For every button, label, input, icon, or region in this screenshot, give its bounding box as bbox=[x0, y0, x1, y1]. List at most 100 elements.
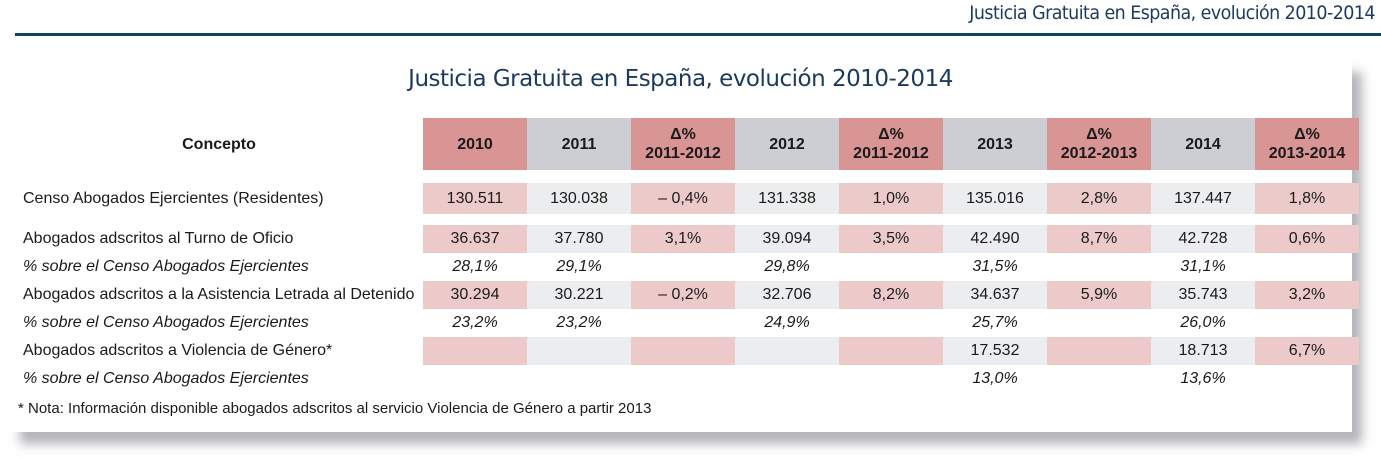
col-header-sub: 2011-2012 bbox=[645, 145, 721, 162]
table-cell bbox=[631, 365, 735, 393]
col-header-label: 2010 bbox=[457, 135, 493, 153]
table-cell: 42.728 bbox=[1151, 225, 1255, 253]
row-label: Abogados adscritos a la Asistencia Letra… bbox=[23, 286, 415, 303]
col-header-sub: 2012-2013 bbox=[1060, 145, 1138, 162]
table-row: Abogados adscritos a la Asistencia Letra… bbox=[15, 281, 1359, 309]
table-cell: 35.743 bbox=[1151, 281, 1255, 309]
table-cell: 26,0% bbox=[1180, 314, 1226, 331]
table-cell bbox=[839, 309, 943, 337]
spacer bbox=[15, 170, 1359, 183]
table-cell: 37.780 bbox=[527, 225, 631, 253]
col-header-2011: 2011 bbox=[527, 118, 631, 170]
table-row: Abogados adscritos al Turno de Oficio 36.… bbox=[15, 225, 1359, 253]
col-header-delta-2013-2014: Δ% 2013-2014 bbox=[1255, 118, 1359, 170]
col-header-label: Δ% bbox=[878, 126, 904, 143]
col-header-delta-2011-2012b: Δ% 2011-2012 bbox=[839, 118, 943, 170]
table-cell bbox=[1255, 365, 1359, 393]
col-header-2013: 2013 bbox=[943, 118, 1047, 170]
col-header-label: 2012 bbox=[769, 135, 805, 153]
table-cell: 1,0% bbox=[839, 183, 943, 214]
footnote: * Nota: Información disponible abogados … bbox=[18, 399, 652, 417]
table-row-percent: % sobre el Censo Abogados Ejercientes 13,… bbox=[15, 365, 1359, 393]
table-cell: 2,8% bbox=[1047, 183, 1151, 214]
table-cell bbox=[1047, 253, 1151, 281]
row-label: % sobre el Censo Abogados Ejercientes bbox=[23, 314, 309, 331]
table-title: Justicia Gratuita en España, evolución 2… bbox=[408, 66, 953, 92]
table-cell: 13,0% bbox=[972, 370, 1018, 387]
table-cell: 8,2% bbox=[839, 281, 943, 309]
col-header-label: 2013 bbox=[977, 135, 1013, 153]
table-cell bbox=[527, 365, 631, 393]
table-cell: 29,1% bbox=[556, 258, 602, 275]
table-cell bbox=[1255, 309, 1359, 337]
table-cell: 34.637 bbox=[943, 281, 1047, 309]
table-cell: – 0,4% bbox=[631, 183, 735, 214]
table-cell bbox=[839, 253, 943, 281]
table-cell: 25,7% bbox=[972, 314, 1018, 331]
table-cell: 6,7% bbox=[1255, 337, 1359, 365]
table-cell: 8,7% bbox=[1047, 225, 1151, 253]
table-cell: 135.016 bbox=[943, 183, 1047, 214]
spacer-row bbox=[15, 214, 1359, 225]
table-cell: 30.294 bbox=[423, 281, 527, 309]
table-cell bbox=[1255, 253, 1359, 281]
table-row-percent: % sobre el Censo Abogados Ejercientes 28,… bbox=[15, 253, 1359, 281]
col-header-sub: 2013-2014 bbox=[1268, 145, 1346, 162]
col-header-label: 2014 bbox=[1185, 135, 1221, 153]
table-cell: 1,8% bbox=[1255, 183, 1359, 214]
table-cell: 0,6% bbox=[1255, 225, 1359, 253]
table-cell: 31,1% bbox=[1180, 258, 1226, 275]
table-cell bbox=[527, 337, 631, 365]
col-header-2014: 2014 bbox=[1151, 118, 1255, 170]
spacer bbox=[15, 214, 1359, 225]
row-label: Censo Abogados Ejercientes (Residentes) bbox=[23, 189, 324, 207]
table-cell: 17.532 bbox=[943, 337, 1047, 365]
col-header-delta-2011-2012: Δ% 2011-2012 bbox=[631, 118, 735, 170]
row-label: Abogados adscritos a Violencia de Género… bbox=[23, 342, 333, 359]
table-cell bbox=[839, 337, 943, 365]
table-cell bbox=[1047, 365, 1151, 393]
col-header-2012: 2012 bbox=[735, 118, 839, 170]
note-row: * Nota: Información disponible abogados … bbox=[15, 393, 1359, 423]
table-cell: 131.338 bbox=[735, 183, 839, 214]
page-header-title: Justicia Gratuita en España, evolución 2… bbox=[969, 2, 1375, 24]
table-cell: 32.706 bbox=[735, 281, 839, 309]
row-label: Abogados adscritos al Turno de Oficio bbox=[23, 230, 294, 247]
data-table: Concepto 2010 2011 Δ% 2011-2012 2012 Δ% 20… bbox=[15, 118, 1359, 423]
table-row: Censo Abogados Ejercientes (Residentes) 1… bbox=[15, 183, 1359, 214]
table-row: Abogados adscritos a Violencia de Género… bbox=[15, 337, 1359, 365]
row-label: % sobre el Censo Abogados Ejercientes bbox=[23, 370, 309, 387]
col-header-label: Δ% bbox=[1086, 126, 1112, 143]
table-cell: 137.447 bbox=[1151, 183, 1255, 214]
table-cell: 30.221 bbox=[527, 281, 631, 309]
table-cell: 29,8% bbox=[764, 258, 810, 275]
table-cell bbox=[839, 365, 943, 393]
table-cell bbox=[423, 365, 527, 393]
col-header-sub: 2011-2012 bbox=[853, 145, 929, 162]
table-cell: 5,9% bbox=[1047, 281, 1151, 309]
table-cell bbox=[423, 337, 527, 365]
table-cell: 23,2% bbox=[556, 314, 602, 331]
col-header-delta-2012-2013: Δ% 2012-2013 bbox=[1047, 118, 1151, 170]
table-cell: 18.713 bbox=[1151, 337, 1255, 365]
table-cell: 130.038 bbox=[527, 183, 631, 214]
spacer-row bbox=[15, 170, 1359, 183]
table-cell: 3,1% bbox=[631, 225, 735, 253]
col-header-label: 2011 bbox=[561, 135, 597, 153]
table-cell: 3,5% bbox=[839, 225, 943, 253]
table-row-percent: % sobre el Censo Abogados Ejercientes 23,… bbox=[15, 309, 1359, 337]
table-cell: 23,2% bbox=[452, 314, 498, 331]
table-cell bbox=[1047, 309, 1151, 337]
col-header-label: Δ% bbox=[1294, 126, 1320, 143]
concept-header: Concepto bbox=[182, 135, 256, 153]
table-cell: 13,6% bbox=[1180, 370, 1226, 387]
table-cell bbox=[631, 337, 735, 365]
table-cell: 24,9% bbox=[764, 314, 810, 331]
header-row: Concepto 2010 2011 Δ% 2011-2012 2012 Δ% 20… bbox=[15, 118, 1359, 170]
table-cell: 3,2% bbox=[1255, 281, 1359, 309]
col-header-label: Δ% bbox=[670, 126, 696, 143]
col-header-2010: 2010 bbox=[423, 118, 527, 170]
table-cell: 31,5% bbox=[972, 258, 1018, 275]
table-cell: 130.511 bbox=[423, 183, 527, 214]
table-cell bbox=[735, 365, 839, 393]
